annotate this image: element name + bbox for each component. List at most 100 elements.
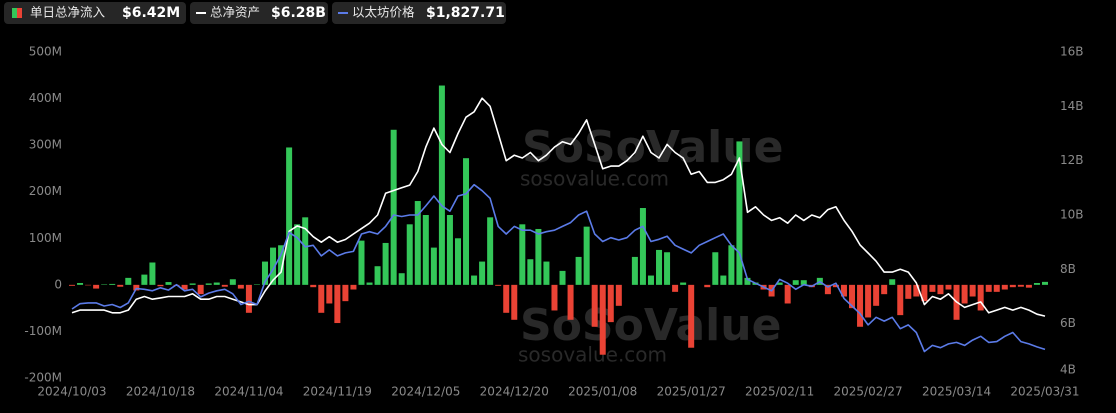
x-tick-label: 2025/01/27	[657, 385, 726, 399]
bar	[824, 284, 831, 295]
bar	[1001, 284, 1008, 290]
legend-name: 总净资产	[210, 5, 260, 20]
bar	[720, 275, 727, 285]
bar	[302, 217, 309, 285]
y-tick-label: 400M	[29, 91, 62, 105]
bar	[567, 284, 574, 320]
bar	[680, 282, 687, 285]
bar	[495, 284, 502, 286]
bar	[607, 284, 614, 323]
bar	[688, 284, 695, 348]
y-tick-label: 100M	[29, 231, 62, 245]
bar	[438, 85, 445, 285]
bar	[937, 284, 944, 295]
x-tick-label: 2024/10/03	[37, 385, 106, 399]
legend-box	[4, 2, 186, 24]
y2-tick-label: 16B	[1060, 45, 1084, 59]
bar	[921, 284, 928, 302]
bar	[471, 275, 478, 285]
bar	[873, 284, 880, 306]
x-tick-label: 2025/03/31	[1010, 385, 1079, 399]
legend-box	[190, 2, 328, 24]
bar	[374, 266, 381, 285]
bar	[93, 284, 100, 289]
y-tick-label: -100M	[24, 324, 62, 338]
bar	[591, 284, 598, 327]
bar	[849, 284, 856, 309]
bar	[181, 284, 188, 290]
x-tick-label: 2025/01/08	[568, 385, 637, 399]
legend: 单日总净流入 $6.42M 总净资产 $6.28B 以太坊价格 $1,827.7…	[4, 2, 506, 24]
bar	[985, 284, 992, 292]
bar	[479, 261, 486, 285]
bar	[639, 208, 646, 285]
watermark-site: sosovalue.com	[520, 167, 669, 191]
bar	[189, 283, 196, 285]
bar	[197, 284, 204, 295]
bar	[422, 215, 429, 285]
bar	[865, 284, 872, 318]
bar	[551, 284, 558, 311]
bar	[398, 273, 405, 285]
bar	[326, 284, 333, 304]
bar	[69, 284, 75, 286]
bar	[599, 284, 606, 355]
bar	[487, 217, 494, 285]
bar	[664, 252, 671, 285]
bar	[117, 284, 124, 287]
x-tick-label: 2024/10/18	[126, 385, 195, 399]
y2-tick-label: 8B	[1060, 262, 1076, 276]
bar	[390, 129, 397, 285]
x-tick-label: 2024/12/05	[391, 385, 460, 399]
y-tick-label: 200M	[29, 184, 62, 198]
line	[71, 183, 1046, 353]
bar	[165, 282, 172, 285]
legend-name: 以太坊价格	[352, 5, 415, 20]
bar	[278, 245, 285, 285]
bar	[382, 242, 389, 285]
bar	[736, 141, 743, 285]
bar	[133, 284, 140, 291]
bar	[527, 259, 534, 285]
bar	[245, 284, 252, 313]
watermark: SoSoValue sosovalue.com SoSoValue sosova…	[518, 122, 783, 367]
bar	[776, 282, 783, 285]
y2-tick-label: 6B	[1060, 316, 1076, 330]
bar	[784, 284, 791, 304]
bar	[656, 249, 663, 285]
y-tick-label: 0	[54, 277, 62, 291]
line	[71, 97, 1046, 317]
bar	[993, 284, 1000, 292]
bar	[961, 284, 968, 304]
bar	[125, 277, 132, 285]
bar	[310, 284, 317, 288]
bar	[430, 247, 437, 285]
y-tick-label: 500M	[29, 45, 62, 59]
y-tick-label: 300M	[29, 138, 62, 152]
watermark-brand: SoSoValue	[522, 122, 783, 173]
x-tick-label: 2024/11/04	[214, 385, 283, 399]
bar	[575, 256, 582, 285]
bar	[712, 252, 719, 285]
bar	[800, 280, 807, 285]
x-tick-label: 2025/02/27	[834, 385, 903, 399]
bar	[832, 284, 839, 288]
bar	[1017, 284, 1024, 287]
x-tick-label: 2024/11/19	[303, 385, 372, 399]
legend-marker	[17, 8, 22, 18]
bar	[857, 284, 864, 327]
bar	[1025, 284, 1032, 288]
bar	[647, 275, 654, 285]
bar	[463, 158, 470, 285]
legend-box	[332, 2, 506, 24]
legend-name: 单日总净流入	[30, 5, 106, 20]
y2-tick-label: 14B	[1060, 99, 1084, 113]
bar	[559, 270, 566, 285]
x-tick-label: 2024/12/20	[480, 385, 549, 399]
bar	[109, 283, 116, 285]
bar	[446, 215, 453, 285]
bar	[1042, 281, 1048, 285]
bar	[342, 284, 349, 302]
bar	[221, 284, 228, 287]
y2-tick-label: 10B	[1060, 208, 1084, 222]
